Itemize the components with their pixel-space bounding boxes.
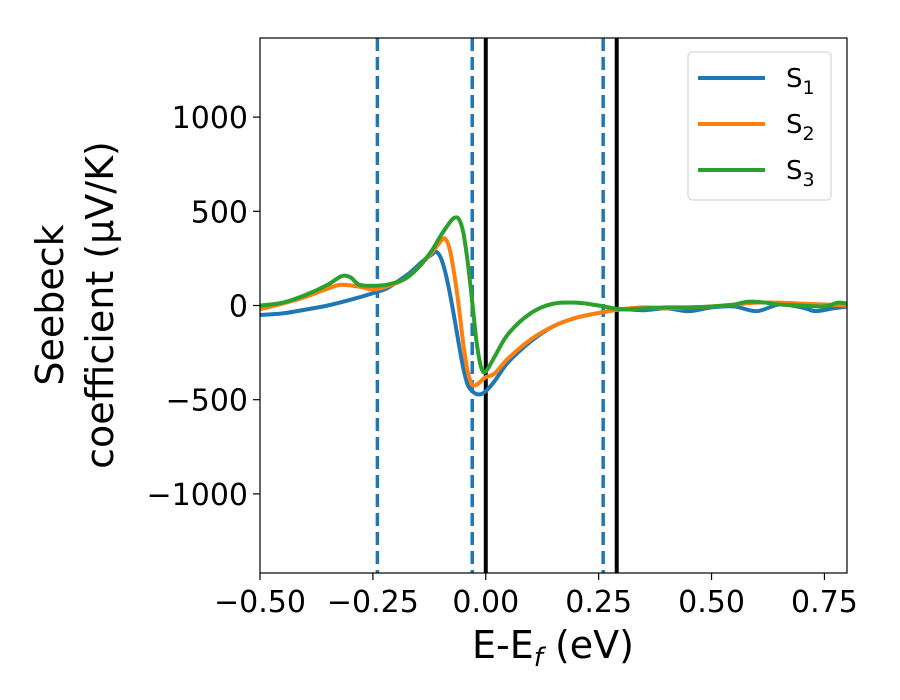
- x-tick-label: −0.50: [214, 585, 306, 620]
- y-axis-ticks: −1000 −500 0 500 1000: [147, 101, 260, 513]
- y-tick-label: −500: [166, 384, 248, 419]
- x-tick-label: −0.25: [327, 585, 419, 620]
- legend-label-s1: S1: [786, 64, 815, 99]
- y-tick-label: −1000: [147, 478, 248, 513]
- y-axis-label: Seebeck coefficient (μV/K): [28, 141, 122, 469]
- x-tick-label: 0.50: [678, 585, 745, 620]
- series-line-s1: [260, 249, 847, 397]
- series-line-s3: [260, 215, 847, 375]
- x-tick-label: 0.00: [452, 585, 519, 620]
- legend-label-s2: S2: [786, 110, 815, 145]
- x-tick-label: 0.25: [565, 585, 632, 620]
- x-axis-ticks: −0.50 −0.25 0.00 0.25 0.50 0.75: [214, 573, 858, 620]
- y-tick-label: 1000: [172, 101, 248, 136]
- y-tick-label: 500: [191, 195, 248, 230]
- y-tick-label: 0: [229, 290, 248, 325]
- reference-lines: [375, 38, 619, 573]
- legend-label-s3: S3: [786, 156, 815, 191]
- y-axis-label-line1: Seebeck: [28, 224, 72, 385]
- y-axis-label-line2: coefficient (μV/K): [78, 141, 122, 469]
- series-lines: [260, 215, 847, 397]
- plot-area: [260, 38, 847, 573]
- legend: S1 S2 S3: [687, 51, 832, 201]
- x-axis-label: E-Ef (eV): [472, 623, 634, 673]
- x-tick-label: 0.75: [791, 585, 858, 620]
